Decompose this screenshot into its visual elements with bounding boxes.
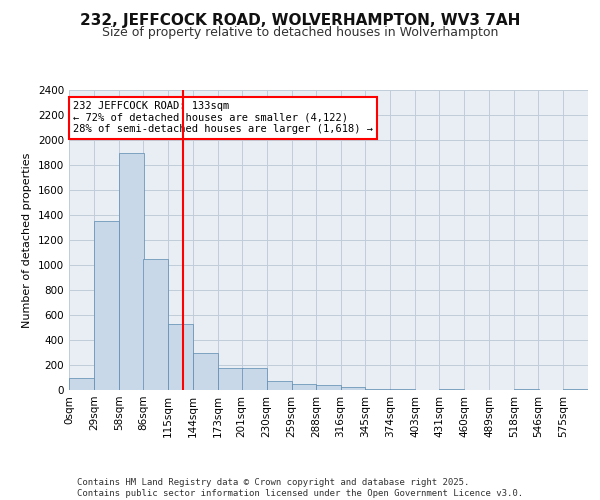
Bar <box>266 380 292 390</box>
Bar <box>119 152 144 390</box>
Bar <box>193 352 218 390</box>
Text: Contains HM Land Registry data © Crown copyright and database right 2025.
Contai: Contains HM Land Registry data © Crown c… <box>77 478 523 498</box>
Bar <box>168 324 193 390</box>
Bar <box>365 389 391 390</box>
Text: 232 JEFFCOCK ROAD: 133sqm
← 72% of detached houses are smaller (4,122)
28% of se: 232 JEFFCOCK ROAD: 133sqm ← 72% of detac… <box>73 101 373 134</box>
Bar <box>69 378 94 390</box>
Bar <box>218 368 242 390</box>
Text: 232, JEFFCOCK ROAD, WOLVERHAMPTON, WV3 7AH: 232, JEFFCOCK ROAD, WOLVERHAMPTON, WV3 7… <box>80 12 520 28</box>
Bar <box>316 385 341 390</box>
Bar <box>94 221 119 390</box>
Bar <box>242 368 266 390</box>
Text: Size of property relative to detached houses in Wolverhampton: Size of property relative to detached ho… <box>102 26 498 39</box>
Bar <box>292 384 316 390</box>
Bar <box>143 259 168 390</box>
Bar <box>341 387 365 390</box>
Y-axis label: Number of detached properties: Number of detached properties <box>22 152 32 328</box>
